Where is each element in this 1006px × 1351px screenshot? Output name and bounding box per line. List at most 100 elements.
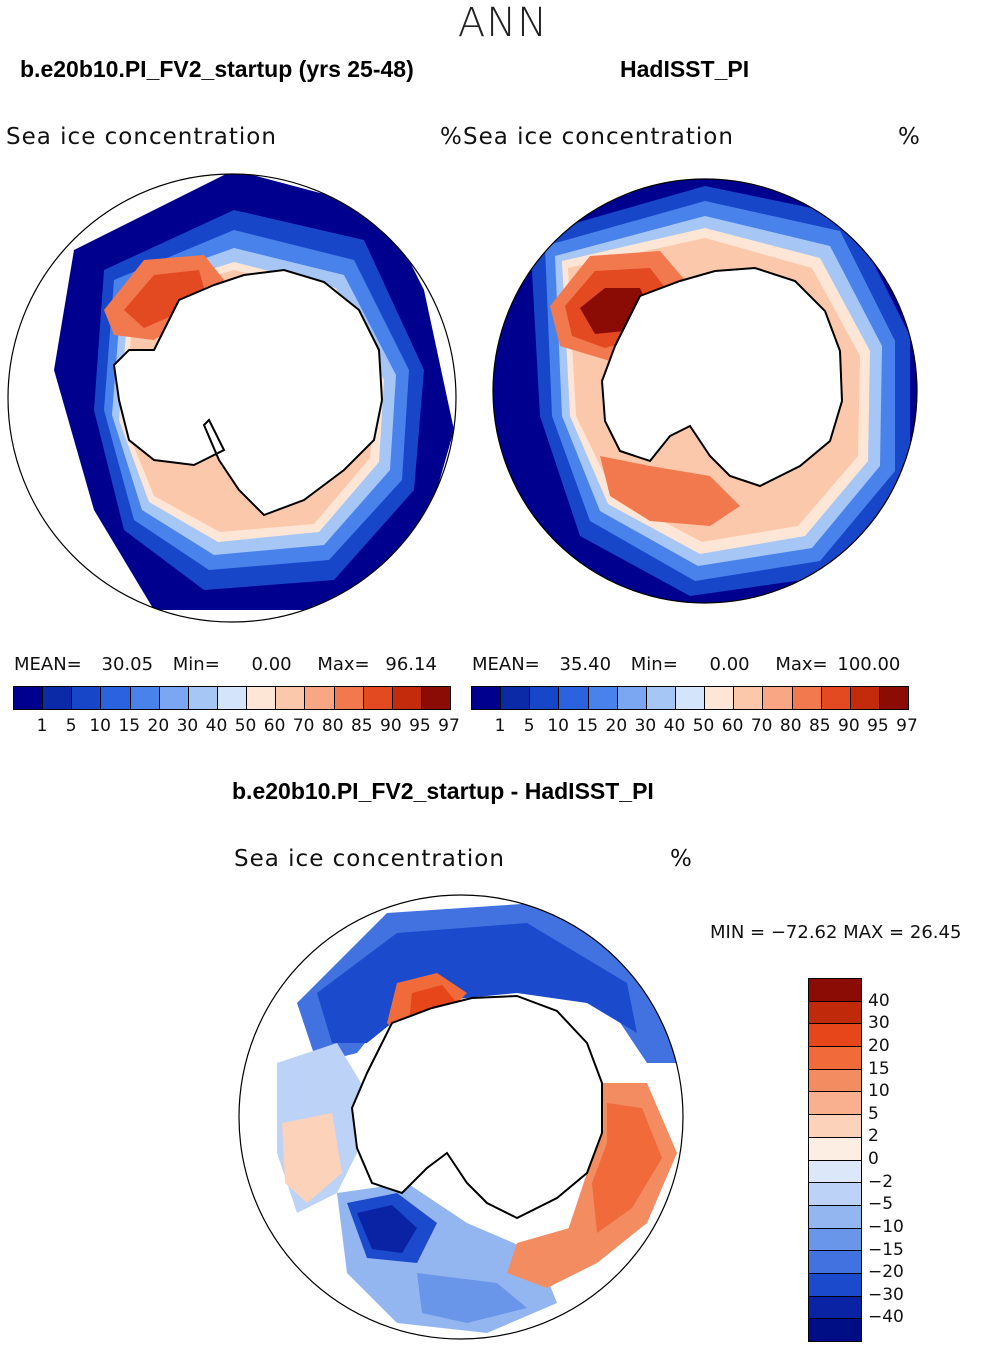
right-colorbar-tick-label: 20 <box>605 716 628 736</box>
right-field-label: Sea ice concentration <box>463 124 734 150</box>
diff-colorbar-swatch <box>809 1160 861 1184</box>
right-mean-value: 35.40 <box>559 654 612 675</box>
left-colorbar-swatch <box>159 687 189 709</box>
right-colorbar-swatch <box>530 687 560 709</box>
right-min-label: Min= <box>630 654 678 675</box>
left-colorbar-tick-label: 97 <box>438 716 460 736</box>
left-colorbar-swatch <box>363 687 393 709</box>
diff-antarctica <box>350 994 603 1220</box>
left-case-title: b.e20b10.PI_FV2_startup (yrs 25-48) <box>20 56 414 82</box>
left-colorbar-tick-label: 70 <box>292 716 315 736</box>
right-colorbar-tick-label: 5 <box>523 716 535 736</box>
diff-colorbar-tick-label: 10 <box>868 1081 890 1102</box>
left-colorbar-tick-label: 30 <box>176 716 199 736</box>
right-colorbar-ticks: 1 5 10 15 20 30 40 50 60 70 80 85 90 95 97 <box>471 716 918 738</box>
right-colorbar-swatch <box>501 687 531 709</box>
left-antarctica <box>112 268 384 517</box>
left-colorbar-tick-label: 60 <box>263 716 286 736</box>
diff-colorbar-tick-label: 0 <box>868 1149 879 1169</box>
diff-colorbar-swatch <box>809 1183 861 1206</box>
diff-colorbar-swatch <box>809 1251 861 1274</box>
left-colorbar-swatch <box>72 687 102 709</box>
left-mean-value: 30.05 <box>101 654 154 675</box>
diff-colorbar-tick-label: −10 <box>868 1216 904 1237</box>
right-colorbar-tick-label: 97 <box>896 716 918 736</box>
diff-colorbar-swatch <box>809 1273 861 1297</box>
diff-colorbar-swatch <box>809 979 861 1002</box>
right-colorbar-tick-label: 10 <box>547 716 570 736</box>
left-min-label: Min= <box>172 654 220 675</box>
left-colorbar-swatch <box>334 687 364 709</box>
left-units: % <box>440 124 463 150</box>
right-colorbar-swatch <box>559 687 589 709</box>
diff-colorbar-swatch <box>809 1205 861 1229</box>
diff-colorbar-tick-label: 2 <box>868 1126 879 1147</box>
diff-polar-map <box>238 894 684 1340</box>
diff-colorbar-tick-label: 5 <box>868 1103 879 1124</box>
diff-colorbar-swatch <box>809 1092 861 1116</box>
right-antarctica <box>600 266 844 488</box>
right-colorbar-swatch <box>472 687 502 709</box>
left-colorbar-tick-label: 20 <box>147 716 170 736</box>
diff-colorbar-tick-label: −20 <box>868 1262 904 1283</box>
right-colorbar-tick-label: 1 <box>494 716 506 736</box>
left-polar-map <box>7 173 457 623</box>
right-colorbar-tick-label: 90 <box>838 716 860 736</box>
diff-colorbar-tick-label: −5 <box>868 1194 894 1215</box>
left-colorbar-swatch <box>217 687 248 709</box>
right-colorbar-swatch <box>588 687 618 709</box>
diff-title: b.e20b10.PI_FV2_startup - HadISST_PI <box>232 778 654 804</box>
right-colorbar-swatch <box>763 687 793 709</box>
diff-colorbar-tick-label: 15 <box>868 1058 890 1079</box>
diff-colorbar-swatch <box>809 1047 861 1070</box>
diff-colorbar-tick-label: 40 <box>868 990 890 1011</box>
left-colorbar-swatch <box>305 687 335 709</box>
diff-colorbar-tick-label: 20 <box>868 1035 890 1056</box>
diff-units: % <box>670 846 693 872</box>
left-colorbar-swatch <box>276 687 306 709</box>
right-colorbar <box>471 686 909 710</box>
right-colorbar-tick-label: 15 <box>576 716 599 736</box>
left-colorbar-ticks: 1 5 10 15 20 30 40 50 60 70 80 85 90 95 97 <box>13 716 460 738</box>
right-colorbar-swatch <box>879 687 909 709</box>
right-colorbar-tick-label: 40 <box>663 716 686 736</box>
left-colorbar <box>13 686 451 710</box>
right-colorbar-swatch <box>734 687 764 709</box>
right-colorbar-swatch <box>705 687 735 709</box>
right-colorbar-swatch <box>792 687 822 709</box>
diff-field-label: Sea ice concentration <box>234 846 505 872</box>
left-min-value: 0.00 <box>251 654 292 675</box>
diff-colorbar-swatch <box>809 1001 861 1025</box>
left-colorbar-swatch <box>421 687 451 709</box>
diff-colorbar-swatch <box>809 1296 861 1320</box>
right-colorbar-tick-label: 80 <box>779 716 802 736</box>
diff-colorbar-ticks: 40 30 20 15 10 5 2 0 −2 −5 −10 −15 −20 −30 −40 <box>868 978 928 1340</box>
left-colorbar-tick-label: 10 <box>89 716 112 736</box>
right-mean-label: MEAN= <box>472 654 540 675</box>
right-polar-map <box>492 178 918 604</box>
left-colorbar-tick-label: 95 <box>409 716 431 736</box>
left-colorbar-tick-label: 1 <box>36 716 48 736</box>
right-colorbar-swatch <box>646 687 676 709</box>
right-colorbar-tick-label: 60 <box>721 716 744 736</box>
right-colorbar-tick-label: 70 <box>750 716 773 736</box>
left-colorbar-tick-label: 90 <box>380 716 402 736</box>
right-colorbar-swatch <box>850 687 880 709</box>
left-colorbar-swatch <box>101 687 131 709</box>
diff-colorbar-tick-label: 30 <box>868 1013 890 1034</box>
diff-colorbar-swatch <box>809 1024 861 1048</box>
diff-colorbar-tick-label: −15 <box>868 1239 904 1260</box>
right-stats: MEAN= 35.40 Min= 0.00 Max= 100.00 <box>472 654 900 675</box>
left-field-label: Sea ice concentration <box>6 124 277 150</box>
right-max-label: Max= <box>775 654 828 675</box>
left-colorbar-swatch <box>130 687 160 709</box>
right-colorbar-tick-label: 30 <box>634 716 657 736</box>
right-colorbar-swatch <box>617 687 647 709</box>
right-min-value: 0.00 <box>709 654 750 675</box>
diff-colorbar-swatch <box>809 1069 861 1093</box>
right-colorbar-tick-label: 85 <box>808 716 831 736</box>
left-colorbar-swatch <box>14 687 44 709</box>
left-max-label: Max= <box>317 654 370 675</box>
left-colorbar-tick-label: 85 <box>350 716 373 736</box>
left-colorbar-tick-label: 15 <box>118 716 141 736</box>
